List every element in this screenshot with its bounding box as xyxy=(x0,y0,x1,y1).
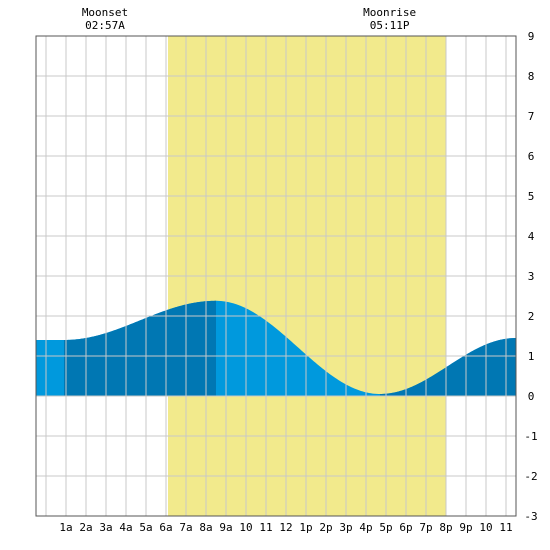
x-tick-label: 1a xyxy=(59,521,72,534)
moonset-time: 02:57A xyxy=(85,19,125,32)
y-tick-label: 4 xyxy=(528,230,535,243)
x-tick-label: 5p xyxy=(379,521,392,534)
moonset-title: Moonset xyxy=(82,6,128,19)
x-tick-label: 6p xyxy=(399,521,412,534)
x-tick-label: 10 xyxy=(479,521,492,534)
y-tick-label: 7 xyxy=(528,110,535,123)
moonrise-time: 05:11P xyxy=(370,19,410,32)
y-tick-label: -1 xyxy=(524,430,537,443)
y-tick-label: -3 xyxy=(524,510,537,523)
tide-area-dark-1 xyxy=(64,300,216,396)
x-tick-label: 2p xyxy=(319,521,332,534)
x-tick-label: 8p xyxy=(439,521,452,534)
x-tick-label: 12 xyxy=(279,521,292,534)
x-tick-label: 7a xyxy=(179,521,192,534)
y-tick-label: 1 xyxy=(528,350,535,363)
x-tick-label: 8a xyxy=(199,521,212,534)
y-tick-label: 2 xyxy=(528,310,535,323)
x-tick-label: 9a xyxy=(219,521,232,534)
y-tick-label: 8 xyxy=(528,70,535,83)
x-tick-label: 7p xyxy=(419,521,432,534)
x-tick-label: 10 xyxy=(239,521,252,534)
x-tick-label: 6a xyxy=(159,521,172,534)
x-tick-label: 11 xyxy=(499,521,512,534)
y-tick-label: 9 xyxy=(528,30,535,43)
y-tick-label: -2 xyxy=(524,470,537,483)
x-tick-label: 4a xyxy=(119,521,132,534)
y-tick-label: 0 xyxy=(528,390,535,403)
x-tick-label: 4p xyxy=(359,521,372,534)
x-tick-label: 11 xyxy=(259,521,272,534)
x-tick-label: 1p xyxy=(299,521,312,534)
y-tick-label: 6 xyxy=(528,150,535,163)
x-tick-label: 5a xyxy=(139,521,152,534)
y-tick-label: 3 xyxy=(528,270,535,283)
x-tick-label: 2a xyxy=(79,521,92,534)
x-tick-label: 3p xyxy=(339,521,352,534)
x-tick-label: 3a xyxy=(99,521,112,534)
moonrise-title: Moonrise xyxy=(363,6,416,19)
plot-frame xyxy=(35,35,517,517)
y-tick-label: 5 xyxy=(528,190,535,203)
tide-area-dark-2 xyxy=(380,338,516,396)
x-tick-label: 9p xyxy=(459,521,472,534)
